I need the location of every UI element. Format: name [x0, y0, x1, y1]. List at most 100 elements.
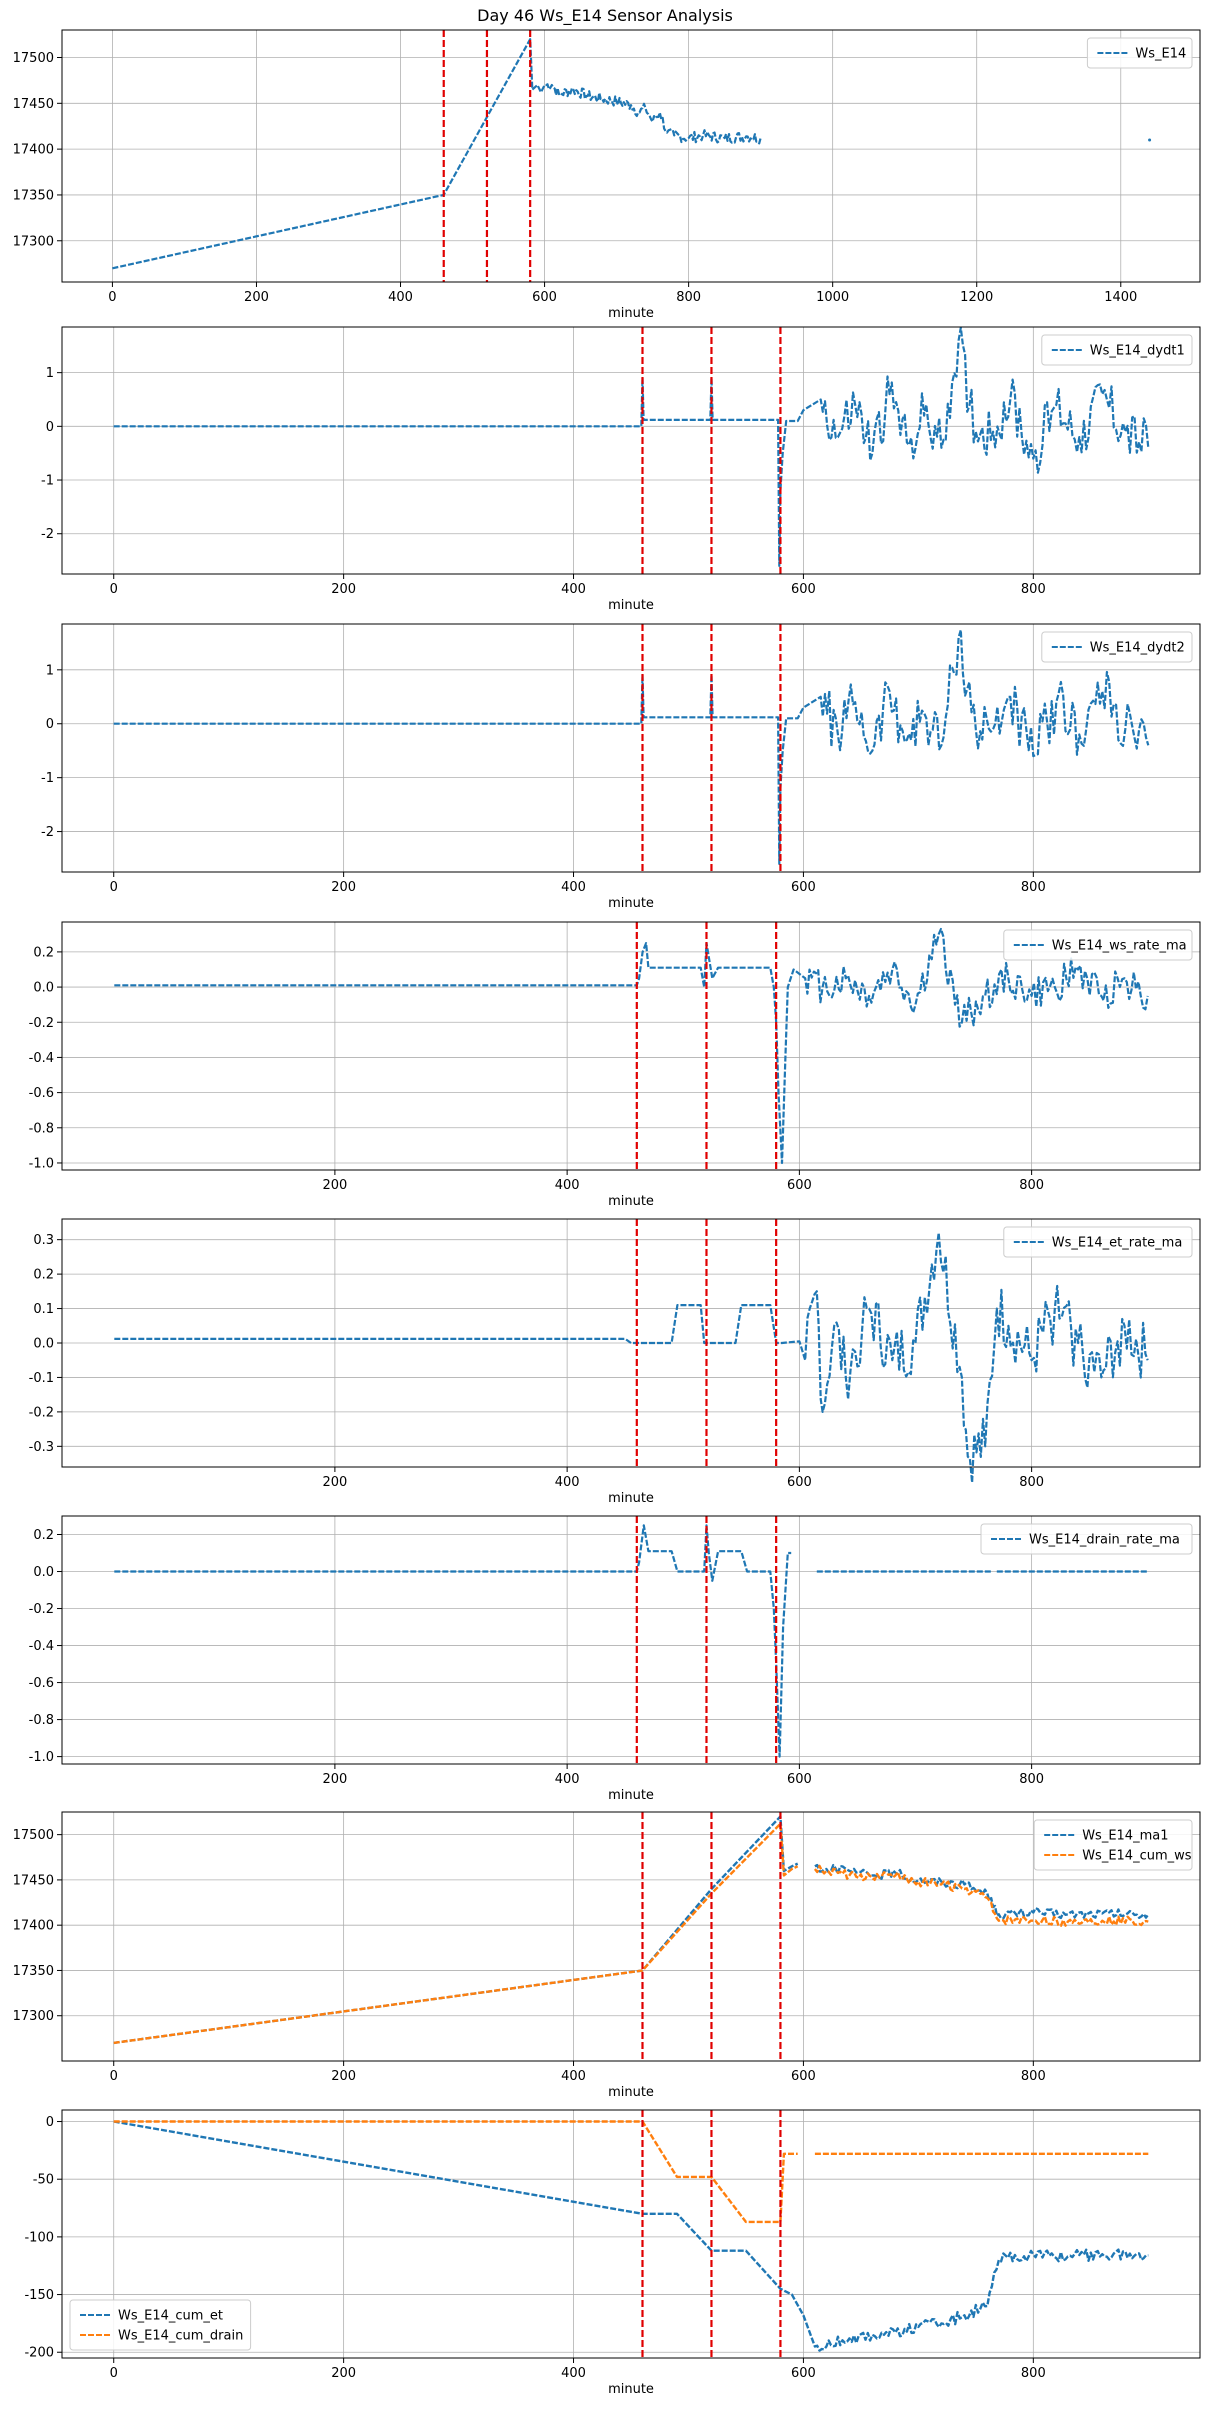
subplot-8: 0 200 400 600 800 -200 -150 -100 -50 0 minute Ws_E1…	[24, 2109, 1201, 2397]
x-axis-label: minute	[608, 598, 654, 613]
x-tick-label: 1400	[1104, 290, 1137, 305]
x-tick-label: 400	[555, 1772, 580, 1787]
series-point-Ws_E14	[1148, 138, 1152, 142]
y-tick-label: 0	[46, 717, 54, 732]
y-tick-label: 17500	[13, 1828, 54, 1843]
y-tick-label: -1.0	[29, 1750, 54, 1765]
y-tick-label: 1	[46, 366, 54, 381]
y-tick-label: -0.3	[29, 1440, 54, 1455]
y-tick-label: -0.2	[29, 1405, 54, 1420]
subplot-4: 200 400 600 800 -1.0 -0.8 -0.6 -0.4 -0.2 0.0 0.2 mi…	[29, 921, 1201, 1209]
x-tick-label: 200	[322, 1178, 347, 1193]
x-tick-label: 800	[1021, 2069, 1046, 2084]
x-tick-label: 1200	[960, 290, 993, 305]
y-tick-label: 17300	[13, 234, 54, 249]
legend-box	[1003, 1226, 1193, 1258]
x-tick-label: 200	[331, 2366, 356, 2381]
x-tick-label: 200	[322, 1475, 347, 1490]
y-tick-label: 17400	[13, 1919, 54, 1934]
axes-frame	[61, 623, 1201, 873]
x-tick-label: 200	[331, 880, 356, 895]
subplot-3: 0 200 400 600 800 -2 -1 0 1 minute Ws_E14_dydt2	[41, 623, 1201, 911]
legend-label: Ws_E14	[1135, 47, 1186, 62]
y-tick-label: 0	[46, 2115, 54, 2130]
legend-box	[1086, 37, 1193, 69]
legend-label: Ws_E14_et_rate_ma	[1052, 1236, 1183, 1251]
y-tick-label: 17450	[13, 97, 54, 112]
x-tick-label: 1000	[816, 290, 849, 305]
x-tick-label: 800	[1021, 880, 1046, 895]
x-tick-label: 0	[110, 880, 118, 895]
x-tick-label: 600	[791, 582, 816, 597]
legend: Ws_E14_cum_et Ws_E14_cum_drain	[69, 2299, 252, 2351]
subplot-5: 200 400 600 800 -0.3 -0.2 -0.1 0.0 0.1 0.2 0.3 minu…	[29, 1218, 1201, 1506]
x-axis-label: minute	[608, 1194, 654, 1209]
figure-title: Day 46 Ws_E14 Sensor Analysis	[477, 6, 733, 26]
y-tick-label: 0	[46, 420, 54, 435]
y-tick-label: -200	[24, 2346, 54, 2361]
series-line-Ws_E14_dydt2	[113, 628, 1150, 865]
y-tick-label: 0.0	[33, 1337, 54, 1352]
x-tick-label: 200	[331, 582, 356, 597]
y-tick-label: -0.6	[29, 1086, 54, 1101]
y-tick-label: -1	[41, 474, 54, 489]
y-tick-label: -1.0	[29, 1156, 54, 1171]
x-axis-label: minute	[608, 2085, 654, 2100]
subplot-6: 200 400 600 800 -1.0 -0.8 -0.6 -0.4 -0.2 0.0 0.2 mi…	[29, 1515, 1201, 1803]
legend: Ws_E14_ws_rate_ma	[1003, 929, 1193, 961]
x-tick-label: 800	[676, 290, 701, 305]
legend-label: Ws_E14_dydt1	[1090, 344, 1185, 359]
legend: Ws_E14_ma1 Ws_E14_cum_ws	[1033, 1819, 1193, 1871]
series-line-Ws_E14_et_rate_ma	[114, 1231, 1149, 1484]
x-tick-label: 400	[555, 1178, 580, 1193]
axes-frame	[61, 29, 1201, 283]
x-tick-label: 400	[388, 290, 413, 305]
legend-box	[69, 2299, 252, 2351]
y-tick-label: -0.2	[29, 1602, 54, 1617]
x-tick-label: 600	[787, 1475, 812, 1490]
subplot-1: 0 200 400 600 800 1000 1200 1400 17300 17350 17400…	[13, 29, 1201, 321]
x-tick-label: 400	[561, 880, 586, 895]
legend-label: Ws_E14_cum_drain	[118, 2329, 243, 2344]
y-tick-label: -2	[41, 527, 54, 542]
axes-frame	[61, 326, 1201, 575]
x-tick-label: 400	[561, 2366, 586, 2381]
legend-box	[980, 1523, 1193, 1555]
x-tick-label: 400	[561, 582, 586, 597]
x-tick-label: 200	[244, 290, 269, 305]
x-tick-label: 600	[791, 880, 816, 895]
y-tick-label: 1	[46, 663, 54, 678]
x-tick-label: 600	[791, 2069, 816, 2084]
legend-label: Ws_E14_ma1	[1082, 1829, 1168, 1844]
legend-label: Ws_E14_dydt2	[1090, 641, 1185, 656]
y-tick-label: 17450	[13, 1873, 54, 1888]
y-tick-label: 17400	[13, 143, 54, 158]
series-line-Ws_E14_cum_ws	[113, 1822, 1149, 2045]
x-axis-label: minute	[608, 1788, 654, 1803]
legend-label: Ws_E14_cum_et	[118, 2309, 223, 2324]
y-tick-label: -0.1	[29, 1371, 54, 1386]
x-tick-label: 800	[1019, 1178, 1044, 1193]
subplot-7: 0 200 400 600 800 17300 17350 17400 17450 17500 mi…	[13, 1811, 1201, 2100]
y-tick-label: -100	[24, 2230, 54, 2245]
subplot-panels: 0 200 400 600 800 1000 1200 1400173001735017400…	[13, 29, 1201, 2397]
legend-box	[1003, 929, 1193, 961]
legend-label: Ws_E14_drain_rate_ma	[1029, 1533, 1180, 1548]
x-tick-label: 200	[331, 2069, 356, 2084]
y-tick-label: -0.8	[29, 1121, 54, 1136]
y-tick-label: -0.6	[29, 1676, 54, 1691]
y-tick-label: 17500	[13, 51, 54, 66]
x-tick-label: 400	[561, 2069, 586, 2084]
y-tick-label: -0.4	[29, 1639, 54, 1654]
legend: Ws_E14_dydt2	[1041, 631, 1193, 663]
x-axis-label: minute	[608, 896, 654, 911]
x-tick-label: 200	[322, 1772, 347, 1787]
axes-frame	[61, 1515, 1201, 1765]
x-tick-label: 0	[108, 290, 116, 305]
x-tick-label: 800	[1021, 2366, 1046, 2381]
y-tick-label: 0.2	[33, 1268, 54, 1283]
series-line-Ws_E14_ws_rate_ma	[114, 927, 1149, 1165]
y-tick-label: 0.2	[33, 945, 54, 960]
